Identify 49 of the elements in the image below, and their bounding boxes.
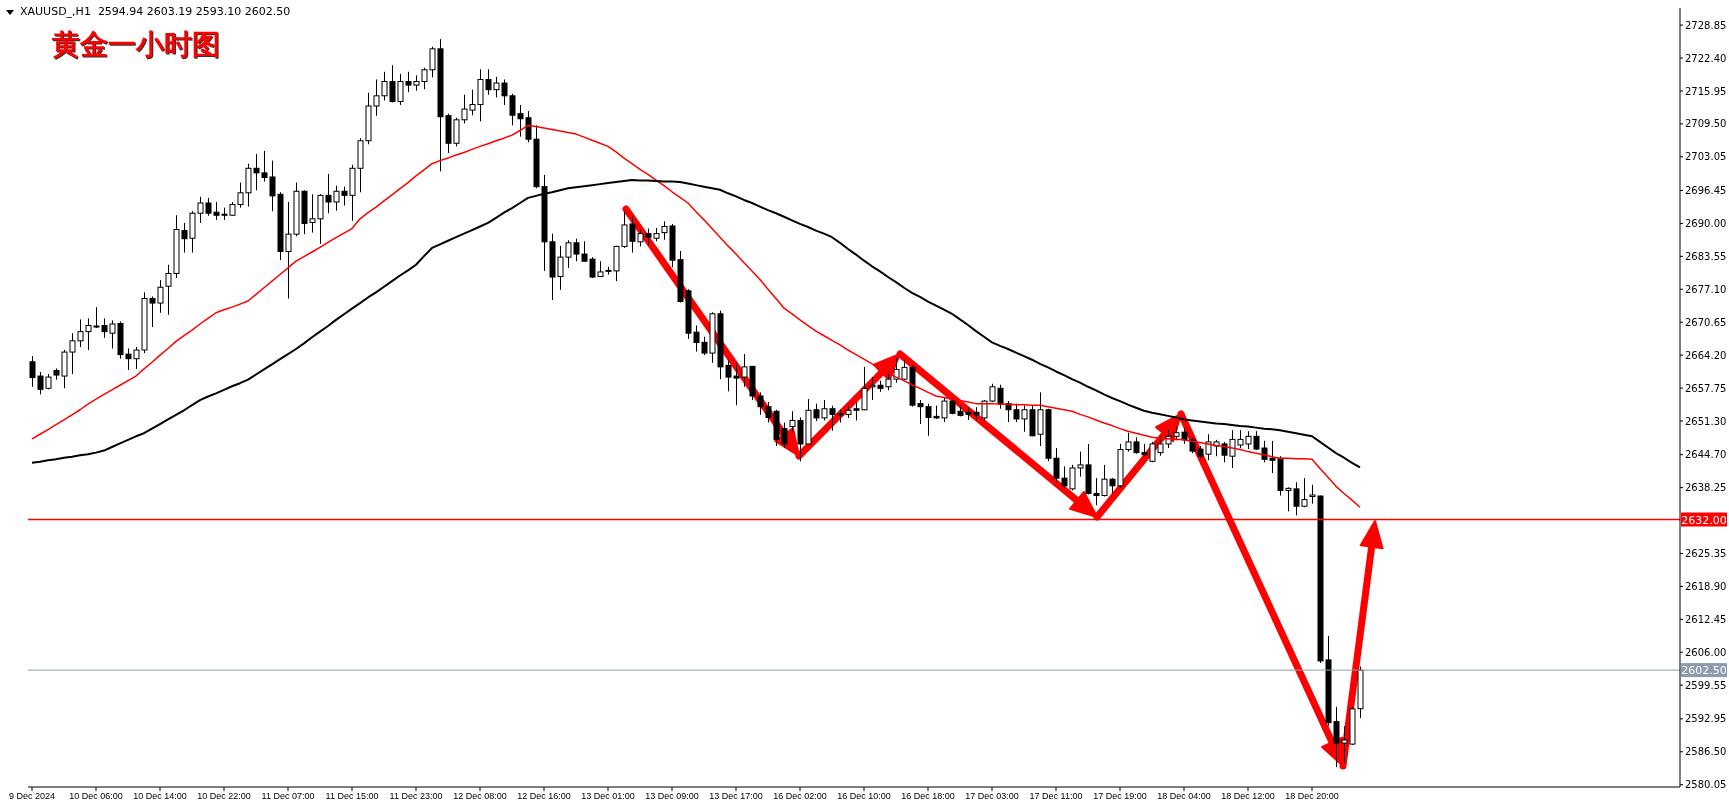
y-tick-label: 2644.70 [1685,449,1727,461]
y-tick-label: 2664.20 [1685,349,1727,361]
y-tick-label: 2657.75 [1685,382,1727,394]
y-tick-label: 2592.95 [1685,713,1727,725]
ref-line-label: 2632.00 [1681,513,1727,527]
x-tick-label: 16 Dec 02:00 [773,791,827,802]
x-tick-label: 17 Dec 03:00 [965,791,1019,802]
y-tick-label: 2722.40 [1685,52,1727,64]
x-tick-label: 11 Dec 07:00 [261,791,315,802]
x-tick-label: 12 Dec 08:00 [453,791,507,802]
text: 黄金一小时图 [52,27,220,63]
y-tick-label: 2683.55 [1685,250,1727,262]
x-tick-label: 13 Dec 17:00 [709,791,763,802]
x-tick-label: 10 Dec 22:00 [197,791,251,802]
y-tick-label: 2728.85 [1685,19,1727,31]
x-tick-label: 16 Dec 18:00 [901,791,955,802]
y-tick-label: 2638.25 [1685,482,1727,494]
x-tick-label: 17 Dec 19:00 [1093,791,1147,802]
y-tick-label: 2715.95 [1685,85,1727,97]
x-tick-label: 9 Dec 2024 [8,791,56,802]
x-tick-label: 13 Dec 01:00 [581,791,635,802]
x-tick-label: 10 Dec 14:00 [133,791,187,802]
x-tick-label: 10 Dec 06:00 [69,791,123,802]
x-tick-label: 17 Dec 11:00 [1029,791,1083,802]
ref-line-label: 2602.50 [1681,664,1727,678]
x-tick-label: 11 Dec 15:00 [325,791,379,802]
x-tick-label: 18 Dec 12:00 [1221,791,1275,802]
x-tick-label: 16 Dec 10:00 [837,791,891,802]
x-tick-label: 12 Dec 16:00 [517,791,571,802]
y-tick-label: 2696.45 [1685,185,1727,197]
y-tick-label: 2612.45 [1685,613,1727,625]
y-tick-label: 2606.00 [1685,646,1727,658]
y-tick-label: 2690.00 [1685,217,1727,229]
x-tick-label: 11 Dec 23:00 [389,791,443,802]
y-tick-label: 2618.90 [1685,580,1727,592]
y-tick-label: 2703.05 [1685,151,1727,163]
line-series [31,179,1361,469]
y-tick-label: 2651.30 [1685,415,1727,427]
chart-subtitle: XAUUSD_,H1 2594.94 2603.19 2593.10 2602.50 [20,5,291,18]
x-tick-label: 18 Dec 20:00 [1285,791,1339,802]
y-tick-label: 2599.55 [1685,679,1727,691]
y-tick-label: 2709.50 [1685,118,1727,130]
y-tick-label: 2670.65 [1685,316,1727,328]
y-tick-label: 2586.50 [1685,746,1727,758]
y-tick-label: 2625.35 [1685,548,1727,559]
x-tick-label: 18 Dec 04:00 [1157,791,1211,802]
y-tick-label: 2580.05 [1685,779,1727,791]
x-tick-label: 13 Dec 09:00 [645,791,699,802]
y-tick-label: 2677.10 [1685,283,1727,295]
